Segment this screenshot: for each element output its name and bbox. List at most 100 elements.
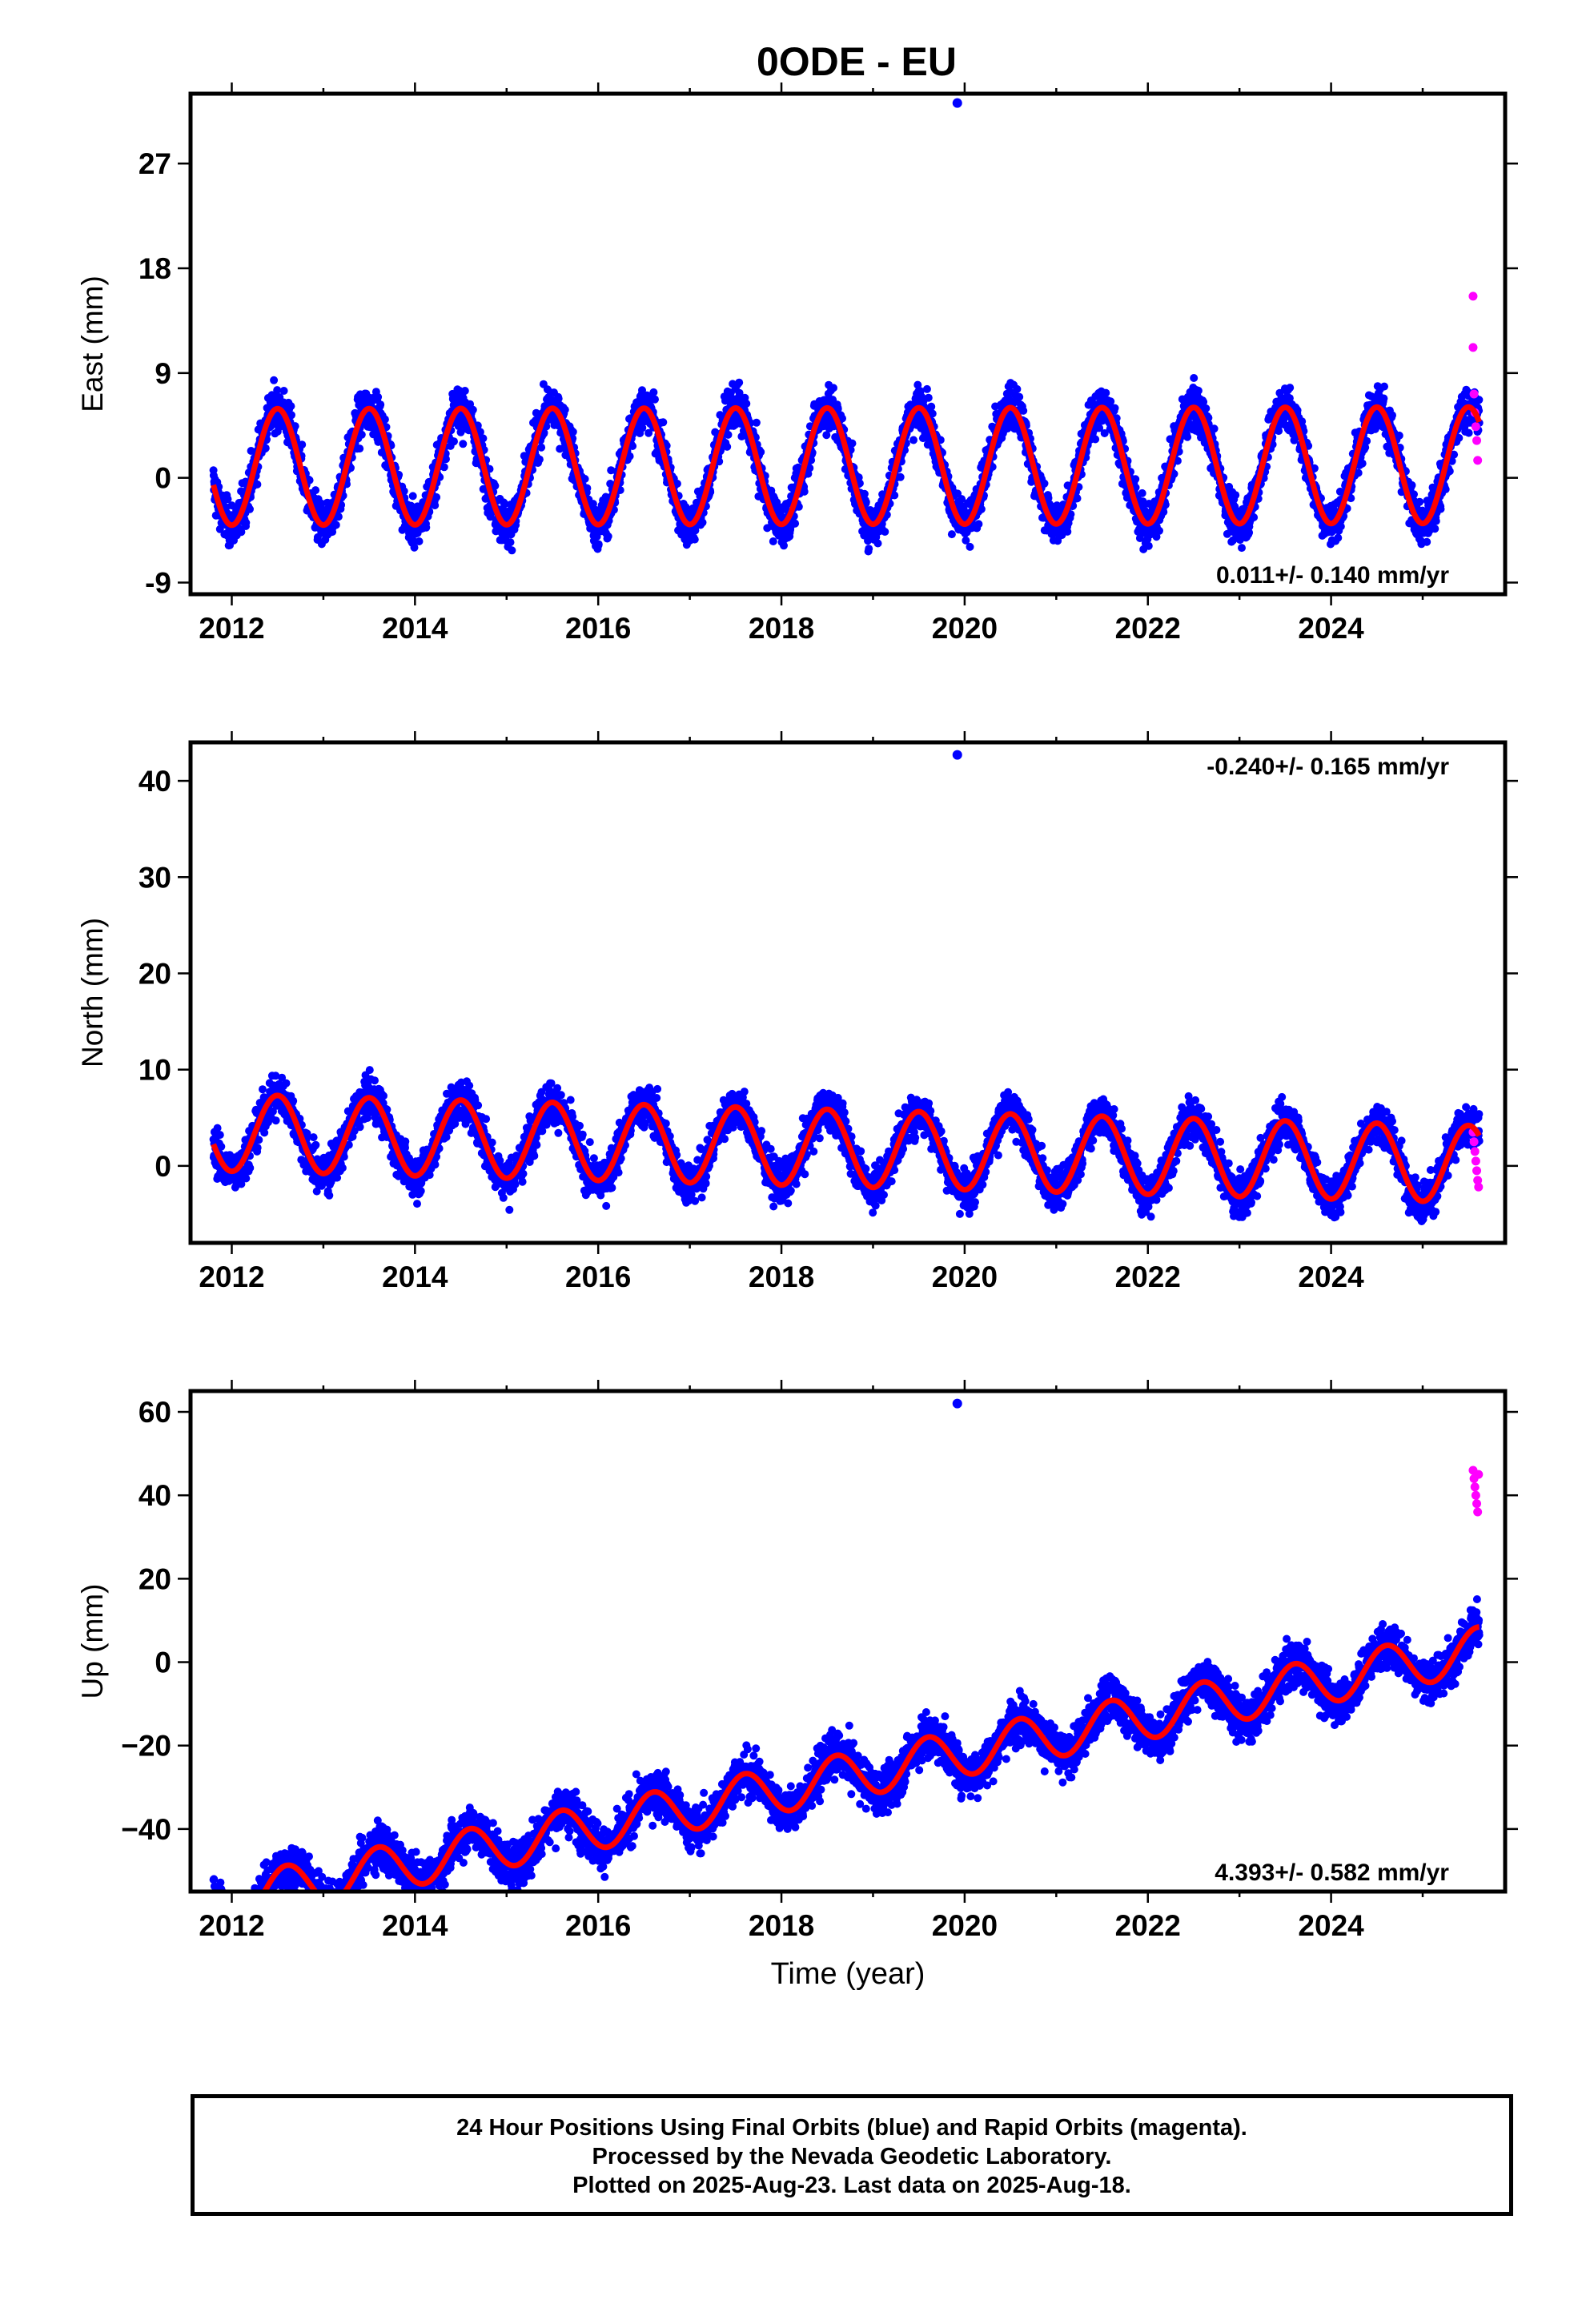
final-orbit-point <box>1436 505 1445 513</box>
final-orbit-point <box>698 518 707 527</box>
final-orbit-point <box>415 537 424 545</box>
final-orbit-point <box>355 444 364 453</box>
final-orbit-point <box>659 418 668 427</box>
final-orbit-point <box>253 480 262 489</box>
plot-area <box>209 98 1484 556</box>
final-orbit-point <box>1138 489 1146 497</box>
final-orbit-point <box>1106 397 1115 406</box>
final-orbit-point <box>1380 382 1388 391</box>
final-orbit-point <box>535 455 544 464</box>
final-orbit-point <box>742 400 751 408</box>
final-orbit-point <box>723 442 732 451</box>
final-orbit-point <box>974 520 983 529</box>
final-orbit-point <box>291 422 299 431</box>
final-orbit-point <box>380 415 389 424</box>
final-orbit-point <box>374 392 383 401</box>
final-orbit-point <box>1110 404 1119 412</box>
final-orbit-point <box>432 493 441 501</box>
final-orbit-point <box>279 387 288 395</box>
final-orbit-point <box>431 501 440 509</box>
final-orbit-point <box>459 440 468 448</box>
final-orbit-point <box>476 428 484 436</box>
final-orbit-point <box>1091 435 1100 444</box>
final-orbit-point <box>604 532 612 541</box>
final-orbit-point <box>1275 427 1283 436</box>
final-orbit-point <box>479 434 488 443</box>
final-orbit-point <box>305 476 314 485</box>
final-orbit-point <box>922 384 931 393</box>
final-orbit-point <box>966 542 974 551</box>
final-orbit-point <box>491 481 500 490</box>
final-orbit-point <box>357 430 366 439</box>
final-orbit-point <box>287 402 295 411</box>
final-orbit-point <box>1250 513 1259 521</box>
final-orbit-point <box>927 402 936 411</box>
final-orbit-point <box>583 484 592 493</box>
final-orbit-point <box>1194 386 1203 395</box>
final-orbit-point <box>508 546 516 555</box>
final-orbit-point <box>450 437 458 446</box>
final-orbit-point <box>896 472 905 481</box>
final-orbit-point <box>246 505 254 513</box>
final-orbit-point <box>456 428 465 436</box>
final-orbit-point <box>1155 526 1163 535</box>
final-orbit-point <box>752 418 761 427</box>
final-orbit-point <box>1415 497 1424 506</box>
final-orbit-point <box>649 388 658 396</box>
final-orbit-point <box>800 487 809 496</box>
final-orbit-point <box>537 443 546 452</box>
final-orbit-point <box>261 444 270 452</box>
final-orbit-point <box>410 543 419 552</box>
final-orbit-point <box>580 475 589 483</box>
final-orbit-point <box>1015 392 1024 401</box>
final-orbit-point <box>1336 522 1345 531</box>
final-orbit-point <box>1388 411 1396 420</box>
final-orbit-point <box>560 405 569 414</box>
final-orbit-point <box>270 376 279 384</box>
final-orbit-point <box>334 513 343 521</box>
figure-title: 0ODE - EU <box>756 39 958 84</box>
final-orbit-point <box>1073 494 1082 503</box>
final-orbit-point <box>1358 459 1367 468</box>
final-orbit-point <box>442 455 450 464</box>
final-orbit-point <box>1013 384 1022 393</box>
final-orbit-point <box>376 400 385 409</box>
final-orbit-point <box>947 530 956 539</box>
final-orbit-point <box>829 384 837 392</box>
final-orbit-point <box>594 540 603 549</box>
final-orbit-point <box>409 537 418 545</box>
final-orbit-point <box>1131 475 1140 484</box>
final-orbit-point <box>1019 406 1028 415</box>
final-orbit-point <box>651 395 659 404</box>
final-orbit-point <box>1202 404 1211 412</box>
final-orbit-point <box>460 387 469 395</box>
final-orbit-point <box>311 486 320 495</box>
final-orbit-point <box>1407 480 1416 489</box>
final-orbit-point <box>681 503 690 512</box>
final-orbit-point <box>506 538 515 547</box>
final-orbit-point <box>924 393 933 402</box>
final-orbit-point <box>873 539 882 548</box>
final-orbit-point <box>735 378 744 387</box>
final-orbit-point <box>223 495 232 504</box>
final-orbit-point <box>422 523 431 532</box>
final-orbit-point <box>769 537 777 545</box>
final-orbit-point <box>554 394 563 403</box>
final-orbit-point <box>724 430 733 439</box>
final-orbit-point <box>400 487 408 496</box>
final-orbit-point <box>287 411 295 420</box>
final-orbit-point <box>273 386 282 395</box>
final-orbit-point <box>1334 533 1343 542</box>
final-orbit-point <box>1210 424 1219 433</box>
final-orbit-point <box>237 528 246 537</box>
final-orbit-point <box>1431 525 1439 533</box>
final-orbit-point <box>1238 544 1246 553</box>
final-orbit-point <box>1144 541 1153 550</box>
final-orbit-point <box>1063 527 1072 536</box>
final-orbit-point <box>791 519 800 528</box>
final-orbit-point <box>1231 491 1240 500</box>
final-orbit-point <box>1040 479 1049 488</box>
final-orbit-point <box>690 535 699 544</box>
panel-1: 2012 2014 2016 2018 2020 2022 2024-9091827East… <box>76 82 1518 645</box>
